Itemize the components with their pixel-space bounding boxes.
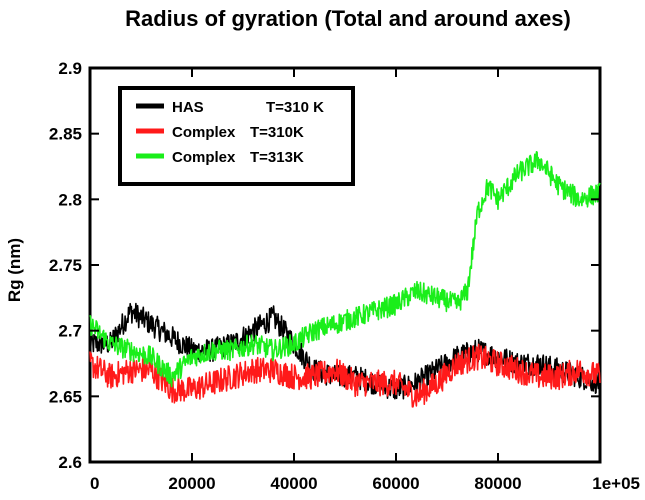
legend-suffix-0: T=310 K [266, 99, 324, 116]
x-tick-label: 40000 [270, 474, 317, 493]
legend-label-1: Complex [172, 124, 236, 141]
y-axis-label: Rg (nm) [5, 238, 24, 302]
legend-label-2: Complex [172, 149, 236, 166]
legend-suffix-2: T=313K [250, 149, 304, 166]
x-tick-label: 60000 [372, 474, 419, 493]
series-line-1 [89, 343, 601, 408]
x-tick-label: 1e+05 [592, 474, 640, 493]
y-tick-label: 2.65 [49, 387, 82, 406]
legend-suffix-1: T=310K [250, 124, 304, 141]
y-tick-label: 2.7 [58, 322, 82, 341]
legend-label-0: HAS [172, 99, 204, 116]
series-layer [89, 151, 601, 408]
y-tick-label: 2.75 [49, 256, 82, 275]
x-tick-label: 0 [90, 474, 99, 493]
y-tick-label: 2.8 [58, 190, 82, 209]
chart-title: Radius of gyration (Total and around axe… [125, 6, 571, 31]
series-line-2 [89, 151, 601, 388]
x-tick-label: 20000 [168, 474, 215, 493]
y-tick-label: 2.6 [58, 453, 82, 472]
ticks-layer: 2.6 2.65 2.7 2.75 2.8 2.85 2.9 0 20000 40000 60000… [49, 59, 640, 493]
legend-items: HAS T=310 K Complex T=310K Complex T=313K [136, 99, 324, 166]
legend: HAS T=310 K Complex T=310K Complex T=313K [118, 86, 355, 186]
x-tick-label: 80000 [474, 474, 521, 493]
y-tick-label: 2.85 [49, 125, 82, 144]
y-tick-label: 2.9 [58, 59, 82, 78]
